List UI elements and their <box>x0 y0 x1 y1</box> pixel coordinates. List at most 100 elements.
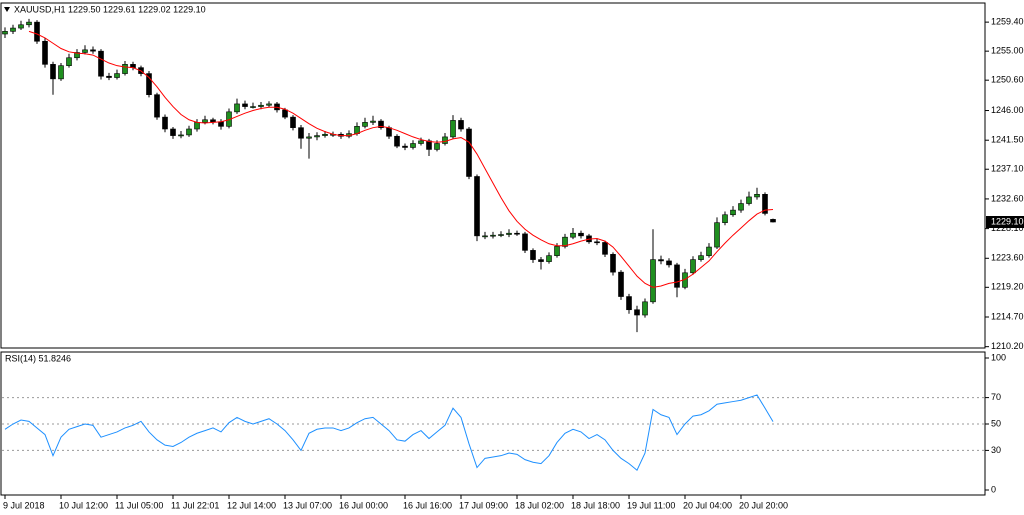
x-tick-label: 20 Jul 04:00 <box>683 500 732 510</box>
rsi-title: RSI(14) 51.8246 <box>5 353 71 363</box>
candle-body <box>50 64 56 80</box>
candle-body <box>706 246 712 256</box>
candle-body <box>642 301 648 316</box>
candle-body <box>202 119 208 123</box>
candle-body <box>266 103 272 106</box>
candle-body <box>594 241 600 244</box>
candle-body <box>634 309 640 316</box>
candle-body <box>626 296 632 311</box>
y-tick-label: 1232.60 <box>991 193 1024 203</box>
y-tick-label: 0 <box>991 484 996 494</box>
y-tick-label: 1210.20 <box>991 341 1024 351</box>
candle-body <box>186 128 192 136</box>
y-tick-label: 1219.20 <box>991 282 1024 292</box>
candle-body <box>218 121 224 127</box>
candle-body <box>506 232 512 235</box>
x-tick-label: 16 Jul 00:00 <box>339 500 388 510</box>
candle-body <box>194 122 200 130</box>
x-tick-label: 18 Jul 18:00 <box>571 500 620 510</box>
candle-body <box>554 246 560 256</box>
candle-body <box>658 259 664 262</box>
candle-body <box>74 52 80 59</box>
x-tick-label: 16 Jul 16:00 <box>403 500 452 510</box>
x-tick-label: 13 Jul 07:00 <box>283 500 332 510</box>
candle-body <box>242 103 248 107</box>
candle-body <box>746 196 752 204</box>
candle-body <box>674 264 680 288</box>
candle-body <box>738 203 744 211</box>
y-tick-label: 1223.60 <box>991 253 1024 263</box>
candle-body <box>650 259 656 303</box>
candle-body <box>426 140 432 150</box>
candle-body <box>98 50 104 77</box>
y-tick-label: 1255.00 <box>991 46 1024 56</box>
candle-body <box>322 133 328 136</box>
candle-body <box>618 271 624 297</box>
x-tick-label: 9 Jul 2018 <box>3 500 45 510</box>
y-tick-label: 1250.60 <box>991 75 1024 85</box>
candle-body <box>762 194 768 214</box>
candle-body <box>730 209 736 216</box>
candle-body <box>498 234 504 236</box>
candle-body <box>434 143 440 150</box>
candle-body <box>602 242 608 255</box>
candle-body <box>538 259 544 262</box>
current-price-label: 1229.10 <box>991 216 1024 226</box>
y-tick-label: 1246.00 <box>991 105 1024 115</box>
candle-body <box>450 120 456 138</box>
y-tick-label: 1259.40 <box>991 17 1024 27</box>
y-tick-label: 1241.50 <box>991 135 1024 145</box>
x-tick-label: 11 Jul 05:00 <box>115 500 163 510</box>
candle-body <box>250 106 256 108</box>
candle-body <box>2 31 8 35</box>
y-tick-label: 1214.70 <box>991 311 1024 321</box>
candle-body <box>90 49 96 52</box>
candle-body <box>402 145 408 148</box>
candle-body <box>562 236 568 247</box>
current-price-box <box>986 216 1024 229</box>
candle-body <box>482 235 488 238</box>
candle-body <box>514 232 520 235</box>
candle-body <box>418 140 424 144</box>
candle-body <box>714 222 720 248</box>
candle-body <box>394 135 400 147</box>
candle-body <box>106 75 112 78</box>
candle-body <box>314 135 320 138</box>
candle-body <box>178 134 184 137</box>
candle-body <box>570 232 576 238</box>
candle-body <box>698 255 704 260</box>
candle-body <box>666 260 672 266</box>
candle-body <box>66 57 72 66</box>
candle-body <box>170 128 176 136</box>
candle-body <box>42 40 48 65</box>
candle-body <box>26 21 32 26</box>
candle-body <box>490 234 496 237</box>
y-tick-label: 100 <box>991 352 1006 362</box>
candle-body <box>290 116 296 128</box>
y-tick-label: 70 <box>991 392 1001 402</box>
candle-body <box>362 122 368 127</box>
x-tick-label: 10 Jul 12:00 <box>59 500 108 510</box>
candle-body <box>522 233 528 251</box>
candle-body <box>442 136 448 144</box>
candle-body <box>722 214 728 223</box>
rsi-line <box>4 394 774 471</box>
candle-body <box>386 127 392 137</box>
menu-triangle <box>4 7 10 12</box>
x-tick-label: 17 Jul 09:00 <box>459 500 508 510</box>
candle-body <box>162 116 168 130</box>
y-tick-label: 30 <box>991 445 1001 455</box>
x-tick-label: 18 Jul 02:00 <box>515 500 564 510</box>
price-panel <box>0 2 986 349</box>
candle-body <box>122 64 128 74</box>
candle-body <box>466 128 472 177</box>
moving-average-line <box>28 30 774 288</box>
candle-body <box>34 21 40 42</box>
y-tick-label: 50 <box>991 418 1001 428</box>
candle-body <box>530 250 536 260</box>
candle-body <box>146 73 152 95</box>
x-tick-label: 12 Jul 14:00 <box>227 500 276 510</box>
candle-body <box>258 104 264 107</box>
